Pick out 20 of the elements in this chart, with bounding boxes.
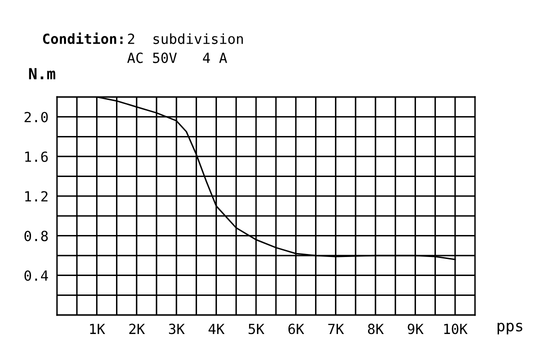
y-tick-label: 1.2 bbox=[25, 191, 48, 202]
x-tick-label: 9K bbox=[408, 324, 424, 334]
x-tick-label: 3K bbox=[168, 324, 185, 334]
text: AC 50V 4 A bbox=[127, 52, 228, 64]
x-tick-label: 4K bbox=[208, 324, 225, 334]
x-tick-label: 10K bbox=[444, 324, 468, 334]
y-axis-title: N.m bbox=[29, 68, 56, 80]
text: 2 subdivision bbox=[128, 33, 243, 44]
y-tick-label: 1.6 bbox=[25, 151, 48, 162]
x-tick-label: 7K bbox=[328, 324, 344, 334]
x-tick-label: 6K bbox=[288, 324, 304, 334]
y-tick-label: 2.0 bbox=[24, 112, 48, 122]
x-tick-label: 8K bbox=[368, 324, 384, 334]
x-tick-label: 2K bbox=[129, 324, 145, 334]
x-axis-title: pps bbox=[498, 322, 522, 334]
y-tick-label: 0.4 bbox=[24, 270, 48, 281]
x-tick-label: 5K bbox=[248, 324, 264, 334]
x-tick-label: 1K bbox=[90, 324, 106, 334]
text: Condition: bbox=[43, 32, 123, 44]
y-tick-label: 0.8 bbox=[24, 230, 48, 242]
